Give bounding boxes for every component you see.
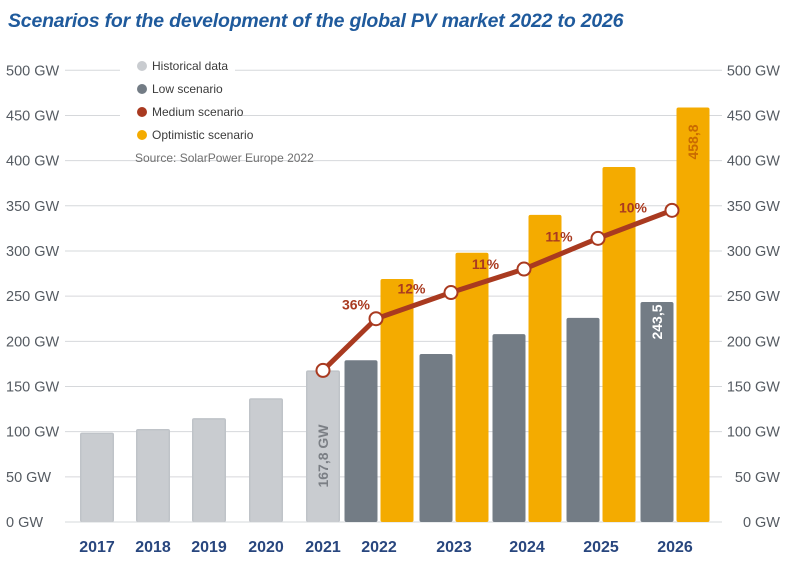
x-tick-label-2025: 2025 bbox=[583, 539, 619, 556]
x-tick-label-2017: 2017 bbox=[79, 539, 115, 556]
legend-label-optimistic-scenario: Optimistic scenario bbox=[152, 128, 254, 142]
legend-bg bbox=[120, 123, 235, 141]
bar-optimistic-2025 bbox=[602, 166, 636, 522]
bar-low-2022 bbox=[344, 360, 378, 522]
growth-label-2024: 11% bbox=[472, 256, 500, 272]
growth-label-2026: 10% bbox=[619, 199, 648, 215]
x-tick-label-2019: 2019 bbox=[191, 539, 227, 556]
y-tick-label-right: 150 GW bbox=[727, 379, 780, 395]
y-tick-label-left: 450 GW bbox=[6, 108, 59, 124]
x-tick-label-2022: 2022 bbox=[361, 539, 397, 556]
y-tick-label-left: 200 GW bbox=[6, 334, 59, 350]
bar-low-2025 bbox=[566, 317, 600, 522]
value-label-optimistic-scenario-2026: 458,8 bbox=[685, 124, 701, 159]
bar-optimistic-2023 bbox=[455, 252, 489, 522]
x-tick-label-2020: 2020 bbox=[248, 539, 284, 556]
medium-scenario-line bbox=[321, 207, 673, 373]
legend-swatch-optimistic-scenario bbox=[137, 130, 147, 140]
bar-historical-fill-2018 bbox=[137, 430, 169, 522]
legend-bg bbox=[120, 100, 235, 118]
bar-optimistic-2024 bbox=[528, 214, 562, 522]
bar-historical-fill-2020 bbox=[250, 399, 282, 522]
x-tick-label-2021: 2021 bbox=[305, 539, 341, 556]
medium-point-2023 bbox=[443, 285, 459, 301]
legend-label-historical-data: Historical data bbox=[152, 59, 228, 73]
bar-historical-fill-2021 bbox=[307, 371, 339, 522]
y-tick-label-right: 300 GW bbox=[727, 244, 780, 260]
y-tick-label-left: 0 GW bbox=[6, 515, 43, 531]
bar-low-2023 bbox=[419, 353, 453, 522]
medium-point-2024 bbox=[516, 261, 532, 277]
medium-point-2022 bbox=[368, 311, 384, 327]
legend-swatch-low-scenario bbox=[137, 84, 147, 94]
legend-bg bbox=[120, 77, 235, 95]
bar-low-2026 bbox=[640, 302, 674, 522]
medium-point-2026 bbox=[664, 202, 680, 218]
y-tick-label-right: 50 GW bbox=[735, 470, 780, 486]
y-tick-label-left: 350 GW bbox=[6, 199, 59, 215]
growth-label-2023: 12% bbox=[397, 281, 426, 297]
legend-bg bbox=[120, 54, 235, 72]
bar-historical-fill-2017 bbox=[81, 434, 113, 522]
y-tick-label-left: 150 GW bbox=[6, 379, 59, 395]
legend-label-medium-scenario: Medium scenario bbox=[152, 105, 244, 119]
x-tick-label-2026: 2026 bbox=[657, 539, 693, 556]
y-tick-label-left: 50 GW bbox=[6, 470, 51, 486]
y-tick-label-right: 500 GW bbox=[727, 63, 780, 79]
bar-low-2024 bbox=[492, 334, 526, 522]
source-note: Source: SolarPower Europe 2022 bbox=[135, 151, 314, 165]
value-label-historical-data-2021: 167,8 GW bbox=[315, 424, 331, 488]
y-tick-label-right: 200 GW bbox=[727, 334, 780, 350]
medium-point-2025 bbox=[590, 230, 606, 246]
bar-optimistic-2026 bbox=[676, 107, 710, 522]
y-tick-label-right: 350 GW bbox=[727, 199, 780, 215]
y-tick-label-left: 100 GW bbox=[6, 425, 59, 441]
x-tick-label-2018: 2018 bbox=[135, 539, 171, 556]
legend-swatch-medium-scenario bbox=[137, 107, 147, 117]
y-tick-label-right: 100 GW bbox=[727, 425, 780, 441]
medium-point-2021 bbox=[315, 362, 331, 378]
chart-title: Scenarios for the development of the glo… bbox=[8, 10, 624, 32]
growth-label-2022: 36% bbox=[342, 297, 371, 313]
legend-label-low-scenario: Low scenario bbox=[152, 82, 223, 96]
legend-swatch-historical-data bbox=[137, 61, 147, 71]
x-tick-label-2024: 2024 bbox=[509, 539, 545, 556]
value-label-low-scenario-2026: 243,5 bbox=[649, 304, 665, 339]
y-tick-label-right: 400 GW bbox=[727, 154, 780, 170]
y-tick-label-left: 400 GW bbox=[6, 154, 59, 170]
y-tick-label-right: 0 GW bbox=[743, 515, 780, 531]
y-tick-label-left: 250 GW bbox=[6, 289, 59, 305]
y-tick-label-left: 500 GW bbox=[6, 63, 59, 79]
growth-label-2025: 11% bbox=[545, 229, 573, 245]
bar-historical-fill-2019 bbox=[193, 419, 225, 522]
y-tick-label-left: 300 GW bbox=[6, 244, 59, 260]
y-tick-label-right: 450 GW bbox=[727, 108, 780, 124]
bar-optimistic-2022 bbox=[380, 278, 414, 522]
x-tick-label-2023: 2023 bbox=[436, 539, 472, 556]
y-tick-label-right: 250 GW bbox=[727, 289, 780, 305]
